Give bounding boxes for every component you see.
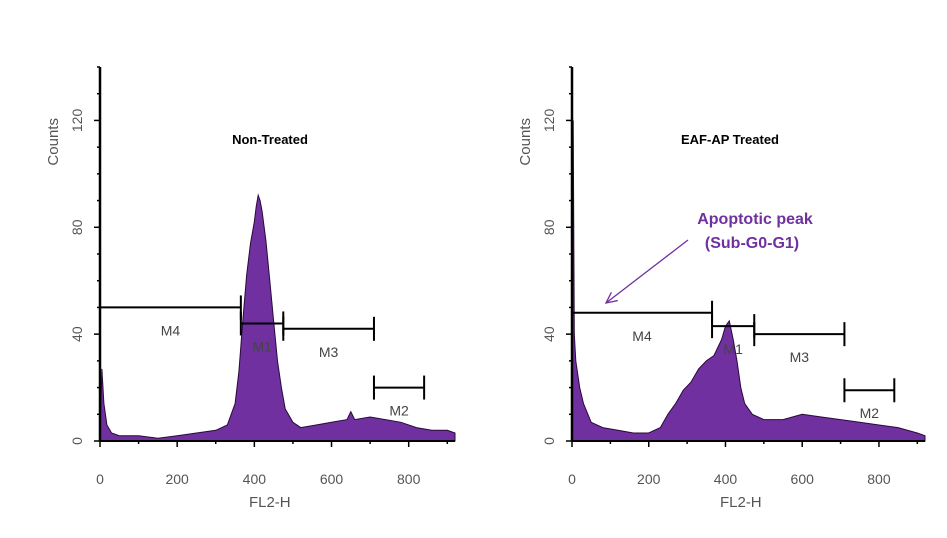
marker-label-m2: M2 [389,403,409,419]
y-tick-label: 0 [541,437,557,445]
marker-label-m4: M4 [632,328,652,344]
x-tick-label: 400 [243,471,267,487]
panel-title: EAF-AP Treated [681,132,779,147]
marker-label-m1: M1 [252,338,272,354]
y-axis-title: Counts [45,118,62,166]
y-axis-title: Counts [517,118,534,166]
x-tick-label: 200 [637,471,661,487]
marker-label-m3: M3 [319,344,339,360]
x-tick-label: 800 [397,471,421,487]
x-axis-title: FL2-H [720,494,762,511]
x-tick-label: 600 [320,471,344,487]
marker-label-m2: M2 [860,405,880,421]
y-tick-label: 40 [69,326,85,342]
y-tick-label: 120 [541,109,557,133]
x-tick-label: 800 [867,471,891,487]
y-tick-label: 80 [541,219,557,235]
y-tick-label: 80 [69,219,85,235]
y-tick-label: 40 [541,326,557,342]
x-tick-label: 400 [714,471,738,487]
annotation-arrow-head [604,291,618,304]
histogram-panel-non-treated: Non-Treated 0 40 80 120 Counts 0 200 400 600 800 F… [45,66,456,511]
histogram-panel-eaf-ap-treated: EAF-AP Treated Apoptotic peak (Sub-G0-G1… [517,66,926,511]
histogram-area [571,120,926,442]
y-tick-label: 0 [69,437,85,445]
marker-label-m4: M4 [161,322,181,338]
y-tick-label: 120 [69,109,85,133]
x-tick-label: 600 [791,471,815,487]
x-tick-label: 200 [165,471,189,487]
panel-title: Non-Treated [232,132,308,147]
annotation-line-1: Apoptotic peak [697,211,813,228]
annotation-arrow-line [605,239,689,304]
marker-label-m1: M1 [723,341,743,357]
x-tick-label: 0 [568,471,576,487]
x-tick-label: 0 [96,471,104,487]
annotation-line-2: (Sub-G0-G1) [705,235,799,252]
x-axis-title: FL2-H [249,494,291,511]
histogram-area [99,193,456,442]
marker-label-m3: M3 [790,349,810,365]
